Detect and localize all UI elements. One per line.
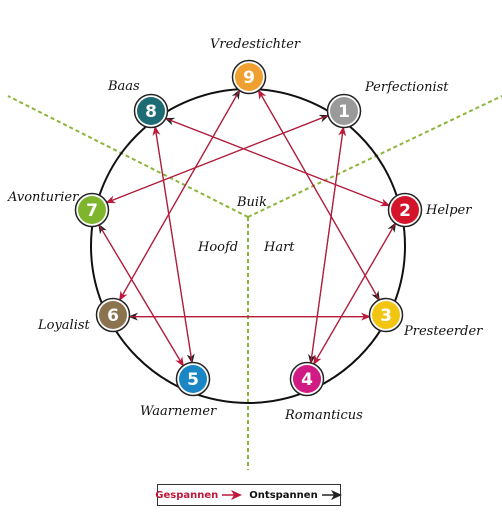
type-number-9: 9	[243, 68, 255, 88]
stress-arrow-8-to-2	[165, 117, 391, 207]
type-label-3: Presteerder	[403, 324, 483, 339]
stress-arrow-icon	[222, 490, 243, 500]
type-node-5: 5	[175, 361, 211, 397]
type-number-8: 8	[145, 102, 157, 122]
stress-arrow-1-to-7	[105, 114, 329, 204]
type-label-1: Perfectionist	[364, 80, 449, 95]
legend: Gespannen Ontspannen	[155, 484, 342, 506]
type-node-8: 8	[133, 93, 169, 129]
type-label-2: Helper	[425, 203, 472, 218]
type-nodes: 1 2 3 4 5 6 7 8 9	[74, 59, 423, 397]
type-number-3: 3	[380, 306, 392, 326]
stress-arrow-3-to-9	[257, 89, 380, 301]
legend-growth: Ontspannen	[249, 490, 342, 501]
type-label-6: Loyalist	[37, 318, 91, 333]
type-node-fill-9	[235, 63, 263, 91]
legend-growth-label: Ontspannen	[249, 489, 318, 501]
zone-divider-lines	[7, 95, 502, 470]
type-number-1: 1	[338, 102, 350, 122]
type-node-6: 6	[95, 297, 131, 333]
type-node-4: 4	[289, 361, 325, 397]
zone-label-hoofd: Hoofd	[197, 240, 238, 255]
zone-divider-line-1	[7, 95, 249, 218]
growth-arrow-icon	[321, 490, 342, 500]
type-node-fill-1	[330, 97, 358, 125]
type-node-fill-5	[179, 365, 207, 393]
type-number-7: 7	[86, 201, 98, 221]
type-node-fill-3	[372, 301, 400, 329]
zone-label-buik: Buik	[236, 195, 267, 210]
type-node-3: 3	[368, 297, 404, 333]
stress-arrow-5-to-8	[152, 125, 193, 364]
type-label-9: Vredestichter	[210, 37, 301, 52]
legend-stress: Gespannen	[155, 490, 243, 501]
type-node-fill-4	[293, 365, 321, 393]
type-node-9: 9	[231, 59, 267, 95]
stress-arrow-7-to-5	[98, 224, 184, 367]
zone-divider-line-2	[247, 95, 502, 218]
type-label-7: Avonturier	[7, 190, 79, 205]
legend-stress-label: Gespannen	[155, 489, 219, 501]
connection-arrows	[98, 89, 397, 367]
type-number-2: 2	[399, 201, 411, 221]
stress-arrow-9-to-6	[119, 89, 241, 302]
type-node-1: 1	[326, 93, 362, 129]
type-node-fill-7	[78, 196, 106, 224]
type-node-fill-2	[391, 196, 419, 224]
stress-arrow-4-to-1	[310, 126, 347, 364]
type-number-6: 6	[107, 306, 119, 326]
type-label-8: Baas	[107, 79, 140, 94]
type-label-4: Romanticus	[284, 408, 363, 423]
type-label-5: Waarnemer	[140, 404, 217, 419]
type-node-7: 7	[74, 192, 110, 228]
type-number-5: 5	[187, 370, 199, 390]
type-node-fill-6	[99, 301, 127, 329]
type-node-2: 2	[387, 192, 423, 228]
stress-arrow-2-to-4	[313, 222, 397, 366]
type-number-4: 4	[301, 370, 313, 390]
zone-label-hart: Hart	[263, 240, 295, 255]
type-node-fill-8	[137, 97, 165, 125]
